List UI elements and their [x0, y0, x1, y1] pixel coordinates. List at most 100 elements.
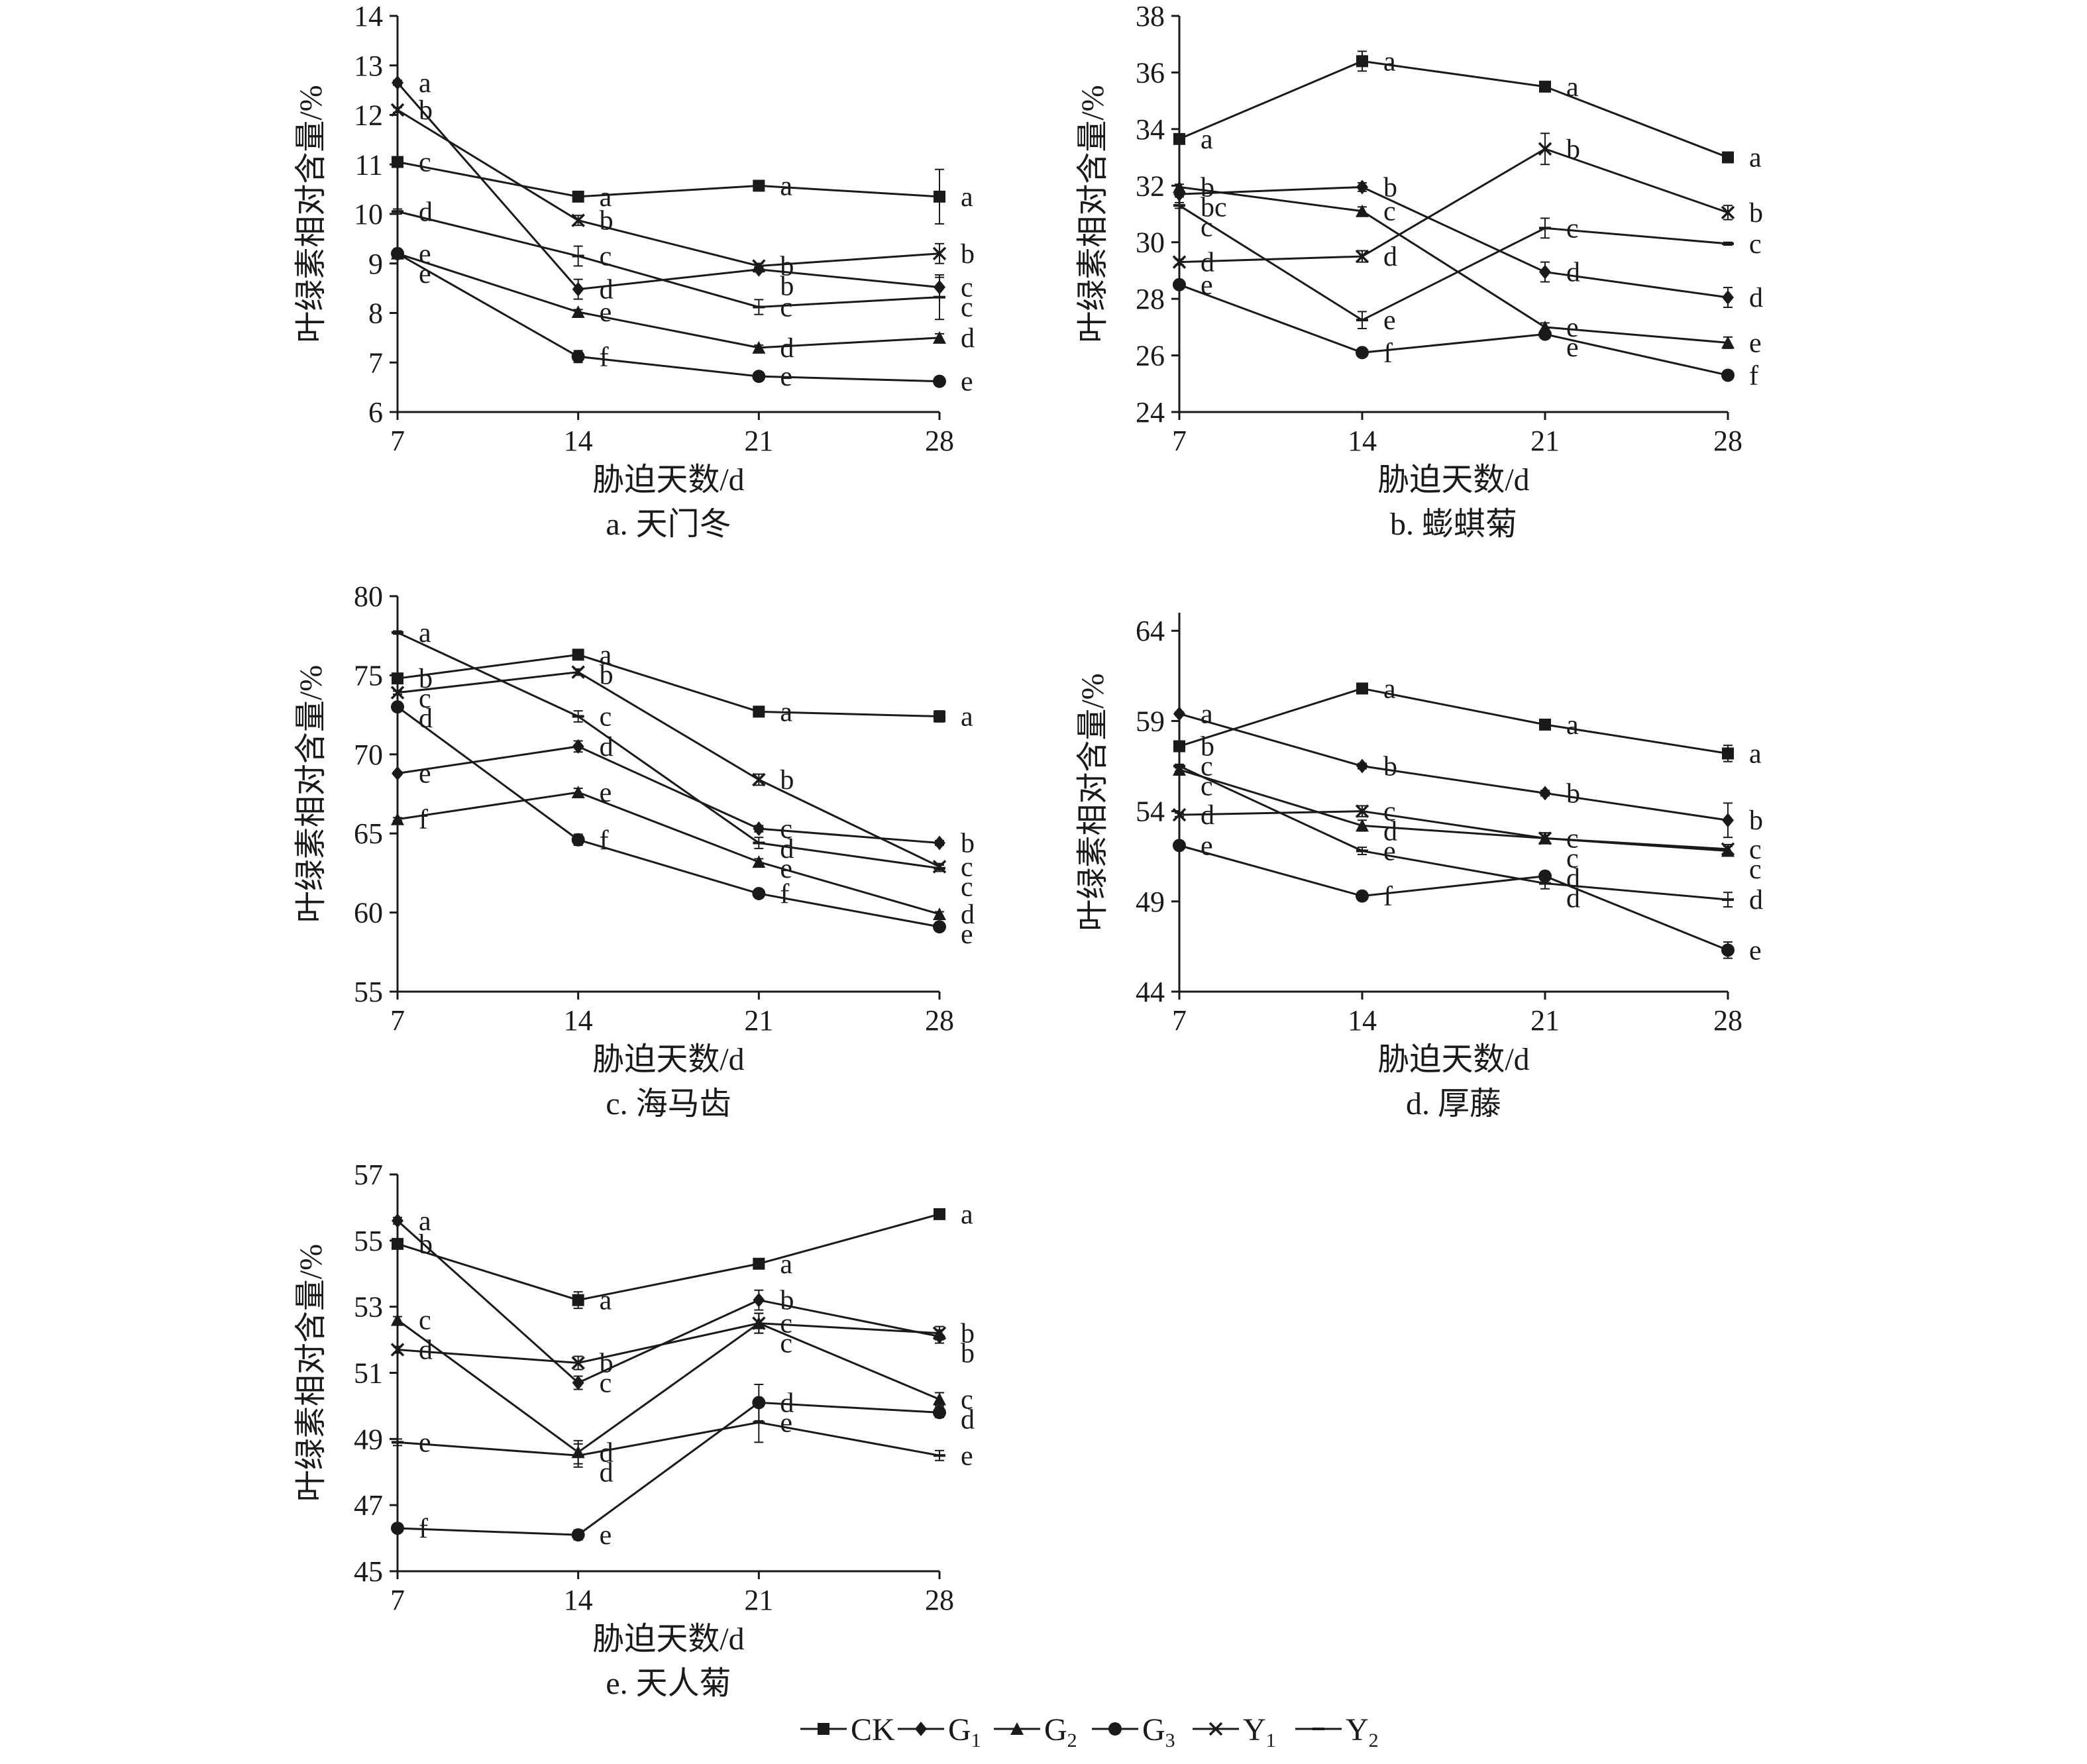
significance-label: c — [1383, 197, 1396, 227]
x-tick-label: 14 — [564, 1004, 593, 1037]
significance-label: e — [961, 367, 973, 397]
significance-label: a — [419, 68, 431, 99]
significance-label: e — [1383, 837, 1396, 867]
y-tick-label: 80 — [354, 580, 383, 613]
data-point-G3 — [571, 350, 585, 364]
significance-label: a — [1383, 46, 1396, 77]
significance-label: e — [600, 297, 612, 328]
series-line-Y1 — [1179, 810, 1729, 851]
y-tick-label: 54 — [1136, 796, 1165, 828]
significance-label: a — [961, 701, 973, 732]
series-G3 — [391, 700, 946, 934]
series-line-G1 — [396, 1219, 940, 1384]
significance-label: d — [1201, 248, 1214, 278]
significance-label: b — [961, 1319, 975, 1349]
y-tick-label: 30 — [1136, 227, 1165, 259]
data-point-G3 — [571, 833, 585, 847]
data-point-CK — [934, 710, 945, 723]
y-tick-label: 6 — [368, 396, 383, 429]
data-point-Y1 — [571, 665, 585, 679]
legend-item-Y2: Y2 — [1295, 1712, 1379, 1751]
legend-label: G3 — [1142, 1712, 1175, 1751]
chart-panel-3: 55 60 65 70 75 80 7 14 21 28 胁迫天数/d c. 海马齿 叶绿素相对含量/%… — [294, 580, 975, 1121]
significance-label: a — [780, 1249, 792, 1280]
significance-label: c — [600, 701, 612, 732]
data-point-G3 — [1173, 839, 1186, 853]
series-line-Y2 — [397, 1421, 940, 1457]
series-line-CK — [397, 1213, 940, 1302]
data-point-Y1 — [932, 246, 947, 261]
significance-label: e — [961, 1441, 973, 1471]
significance-label: b — [780, 1286, 794, 1316]
data-point-G2 — [933, 907, 946, 920]
panel-caption: a. 天门冬 — [606, 507, 731, 542]
series-line-G3 — [1179, 284, 1729, 376]
significance-label: d — [1383, 242, 1397, 272]
data-point-G1 — [392, 766, 403, 781]
significance-label: b — [600, 206, 614, 236]
significance-label: d — [1566, 258, 1580, 288]
data-point-G3 — [1721, 368, 1735, 382]
significance-label: d — [600, 275, 614, 305]
x-tick-label: 21 — [744, 1584, 773, 1616]
data-point-CK — [1539, 718, 1551, 731]
x-tick-label: 7 — [390, 1584, 405, 1616]
data-point-G3 — [391, 700, 404, 714]
data-point-Y1 — [752, 259, 766, 273]
series-G2 — [391, 786, 946, 920]
x-tick-label: 7 — [390, 425, 405, 457]
series-Y1 — [1172, 132, 1735, 269]
significance-label: a — [780, 697, 792, 727]
legend-label: Y1 — [1243, 1712, 1276, 1751]
data-point-G2 — [571, 305, 585, 319]
significance-label: f — [600, 342, 609, 372]
data-point-G3 — [752, 370, 766, 384]
data-point-CK — [753, 180, 765, 192]
significance-label: c — [600, 1369, 612, 1399]
significance-label: b — [1749, 805, 1763, 836]
significance-label: a — [1749, 739, 1762, 769]
data-point-CK — [572, 649, 584, 661]
series-line-G2 — [1179, 768, 1729, 853]
y-axis-title: 叶绿素相对含量/% — [1075, 673, 1110, 931]
data-point-G3 — [391, 1522, 404, 1535]
data-point-G2 — [1173, 180, 1186, 193]
data-point-Y1 — [390, 686, 405, 700]
series-line-CK — [397, 653, 940, 717]
y-tick-label: 13 — [354, 50, 383, 82]
significance-label: b — [1383, 172, 1397, 203]
significance-label: c — [1566, 823, 1579, 854]
data-point-G2 — [391, 812, 404, 825]
panel-caption: c. 海马齿 — [606, 1086, 731, 1121]
data-point-G2 — [571, 786, 585, 799]
significance-label: b — [780, 251, 794, 282]
significance-label: e — [1749, 935, 1762, 966]
data-point-G1 — [1173, 706, 1185, 721]
significance-label: b — [780, 765, 794, 796]
x-tick-label: 7 — [1172, 425, 1187, 457]
x-tick-label: 28 — [925, 425, 954, 457]
legend-item-Y1: Y1 — [1193, 1712, 1276, 1751]
y-tick-label: 57 — [354, 1159, 383, 1191]
significance-label: d — [419, 197, 433, 227]
y-tick-label: 7 — [368, 346, 383, 379]
y-tick-label: 55 — [354, 1225, 383, 1257]
significance-label: d — [780, 1388, 794, 1418]
data-point-CK — [1173, 740, 1185, 752]
y-tick-label: 64 — [1136, 615, 1165, 647]
data-point-G1 — [753, 1292, 765, 1308]
series-line-G3 — [1179, 844, 1729, 951]
x-tick-label: 21 — [744, 1004, 773, 1037]
y-axis-title: 叶绿素相对含量/% — [1075, 85, 1110, 342]
data-point-G3 — [1721, 943, 1735, 957]
series-line-G2 — [1179, 185, 1729, 344]
x-tick-label: 14 — [564, 425, 593, 457]
data-point-G1 — [753, 821, 765, 837]
y-axis-title: 叶绿素相对含量/% — [294, 665, 329, 923]
significance-label: b — [961, 829, 975, 859]
data-point-G1 — [1539, 786, 1551, 801]
data-point-G3 — [933, 920, 946, 934]
series-line-G3 — [397, 1401, 940, 1536]
significance-label: a — [961, 182, 973, 213]
